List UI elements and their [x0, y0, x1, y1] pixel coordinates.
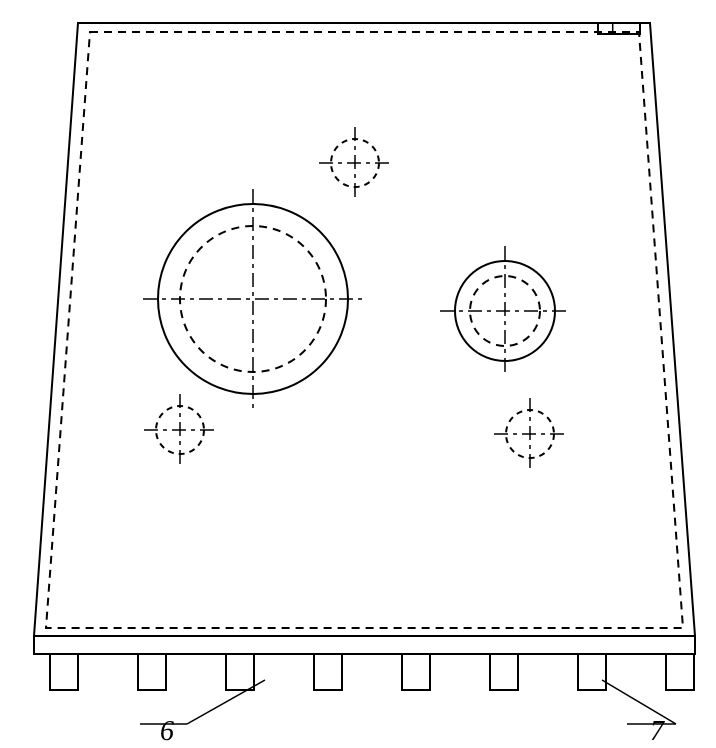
- svg-text:7: 7: [650, 716, 665, 747]
- svg-text:6: 6: [160, 716, 174, 747]
- engineering-drawing: 67: [0, 0, 716, 748]
